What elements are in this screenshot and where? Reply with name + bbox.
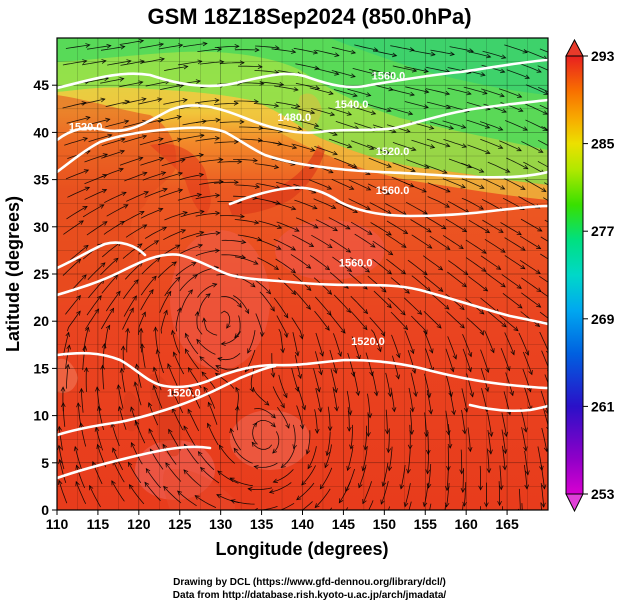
x-tick-label: 140 [291,516,315,532]
contour-label: 1520.0 [69,122,103,134]
x-axis: 110 115 120 125 130 135 140 145 150 155 160 165 [46,510,519,532]
y-tick-label: 15 [33,360,49,376]
contour-label: 1520.0 [351,336,385,348]
y-tick-label: 35 [33,172,49,188]
colorbar-tick-label: 293 [591,48,615,64]
x-tick-label: 135 [250,516,274,532]
x-tick-label: 120 [127,516,151,532]
map-title: GSM 18Z18Sep2024 (850.0hPa) [147,4,472,29]
colorbar-bottom-arrow [565,493,584,513]
y-tick-label: 0 [41,502,49,518]
contour-label: 1520.0 [376,146,410,158]
colorbar-top-arrow [565,38,584,57]
x-tick-label: 150 [373,516,397,532]
y-axis: 0 5 10 15 20 25 30 35 40 45 [33,77,57,518]
x-tick-label: 130 [209,516,233,532]
contour-label: 1560.0 [339,257,373,269]
y-tick-label: 5 [41,455,49,471]
contour-label: 1540.0 [335,99,369,111]
footer-credit-drawing: Drawing by DCL (https://www.gfd-dennou.o… [173,577,446,588]
footer-credit-data: Data from http://database.rish.kyoto-u.a… [172,590,447,601]
y-tick-label: 40 [33,124,49,140]
x-axis-label: Longitude (degrees) [215,539,388,559]
colorbar: 293 285 277 269 261 253 [565,38,615,513]
contour-label: 1480.0 [277,112,311,124]
temperature-field: 1560.0 1540.0 1520.0 1480.0 1520.0 1560.0 1560… [57,38,548,510]
colorbar-tick-label: 285 [591,136,615,152]
x-tick-label: 115 [87,516,110,532]
y-tick-label: 30 [33,219,49,235]
x-tick-label: 110 [46,516,69,532]
x-tick-label: 165 [495,516,519,532]
contour-label: 1560.0 [372,71,406,83]
y-axis-label: Latitude (degrees) [3,196,23,352]
colorbar-tick-label: 261 [591,398,615,414]
contour-label: 1520.0 [167,388,201,400]
y-tick-label: 45 [33,77,49,93]
x-tick-label: 155 [414,516,438,532]
colorbar-tick-label: 269 [591,311,615,327]
x-tick-label: 160 [454,516,478,532]
x-tick-label: 125 [168,516,192,532]
x-tick-label: 145 [332,516,356,532]
wind-streamlines [57,38,548,510]
height-contours [57,58,548,480]
contour-label: 1560.0 [376,185,410,197]
y-tick-label: 20 [33,313,49,329]
y-tick-label: 25 [33,266,49,282]
y-tick-label: 10 [33,408,49,424]
colorbar-tick-label: 253 [591,486,615,502]
colorbar-tick-label: 277 [591,223,615,239]
